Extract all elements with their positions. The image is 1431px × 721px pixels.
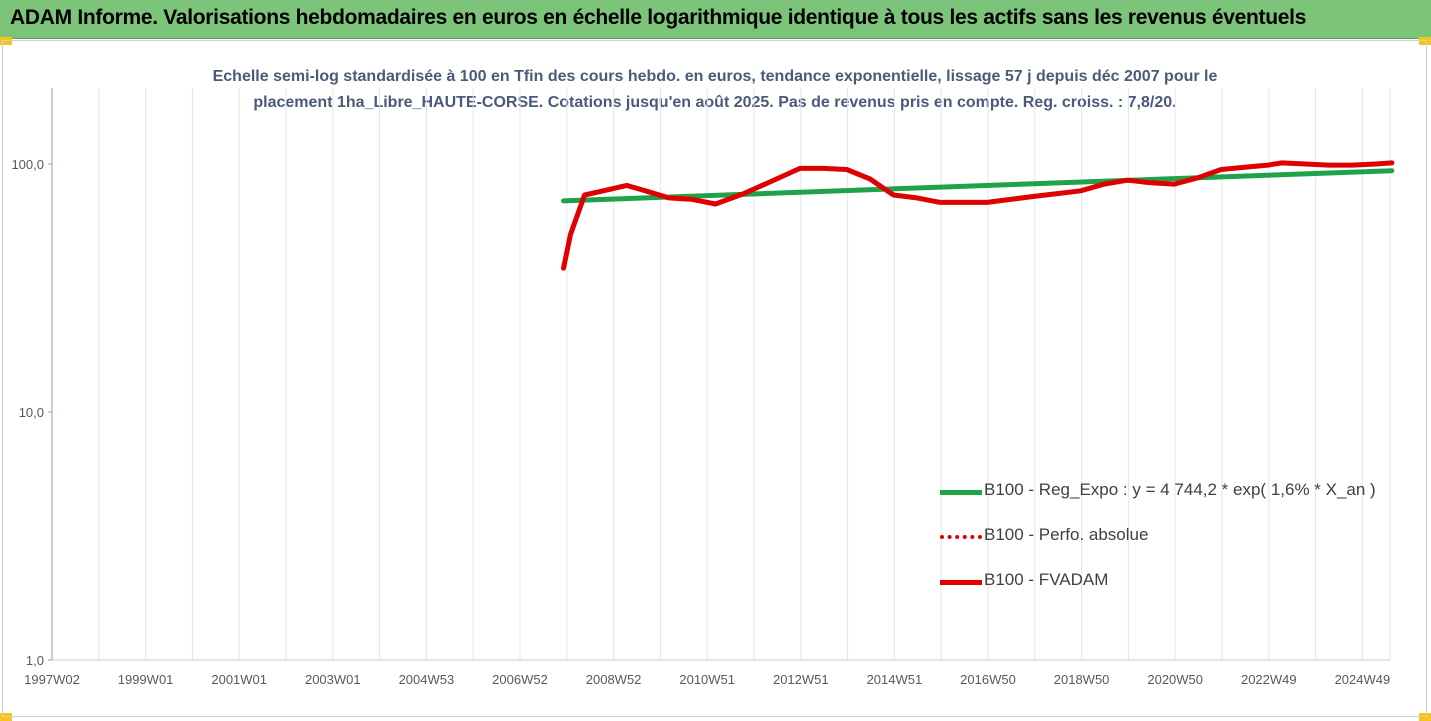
- x-tick-label: 1997W02: [24, 672, 80, 687]
- legend-swatch-trend: [940, 490, 982, 495]
- grid: [51, 88, 1391, 660]
- series-line-fvadam: [561, 160, 1395, 271]
- x-tick-label: 2004W53: [399, 672, 455, 687]
- y-tick-label: 10,0: [19, 405, 44, 420]
- legend-swatch-fvadam: [940, 580, 982, 585]
- x-tick-label: 2001W01: [211, 672, 267, 687]
- legend-label-trend: B100 - Reg_Expo : y = 4 744,2 * exp( 1,6…: [984, 480, 1376, 499]
- x-tick-label: 2003W01: [305, 672, 361, 687]
- corner-marker: [0, 37, 12, 45]
- corner-marker: [0, 713, 12, 721]
- subtitle-line-2: placement 1ha_Libre_HAUTE-CORSE. Cotatio…: [253, 94, 1177, 111]
- y-tick-label: 100,0: [11, 157, 44, 172]
- report-title: ADAM Informe. Valorisations hebdomadaire…: [10, 6, 1307, 29]
- series: [561, 160, 1395, 271]
- y-tick-label: 1,0: [26, 653, 44, 668]
- legend-label-perfo: B100 - Perfo. absolue: [984, 525, 1149, 544]
- x-tick-label: 2008W52: [586, 672, 642, 687]
- x-tick-label: 2018W50: [1054, 672, 1110, 687]
- x-tick-label: 2020W50: [1147, 672, 1203, 687]
- x-tick-label: 2010W51: [679, 672, 735, 687]
- chart-subtitle: Echelle semi-log standardisée à 100 en T…: [180, 64, 1250, 116]
- x-tick-label: 2014W51: [867, 672, 923, 687]
- x-tick-label: 2024W49: [1335, 672, 1391, 687]
- chart-frame: [2, 40, 1427, 717]
- axes: 100,0 10,0 1,0 1997W02 1999W01 2001W01 2003W01…: [11, 88, 1390, 687]
- series-line-trend: [561, 168, 1395, 204]
- title-banner: ADAM Informe. Valorisations hebdomadaire…: [0, 0, 1431, 39]
- x-tick-label: 2006W52: [492, 672, 548, 687]
- x-tick-label: 1999W01: [118, 672, 174, 687]
- legend-label-fvadam: B100 - FVADAM: [984, 570, 1109, 589]
- corner-marker: [1419, 37, 1431, 45]
- x-tick-label: 2022W49: [1241, 672, 1297, 687]
- subtitle-line-1: Echelle semi-log standardisée à 100 en T…: [212, 68, 1218, 85]
- legend-swatch-perfo: [940, 535, 982, 539]
- x-tick-label: 2016W50: [960, 672, 1016, 687]
- corner-marker: [1419, 713, 1431, 721]
- x-tick-label: 2012W51: [773, 672, 829, 687]
